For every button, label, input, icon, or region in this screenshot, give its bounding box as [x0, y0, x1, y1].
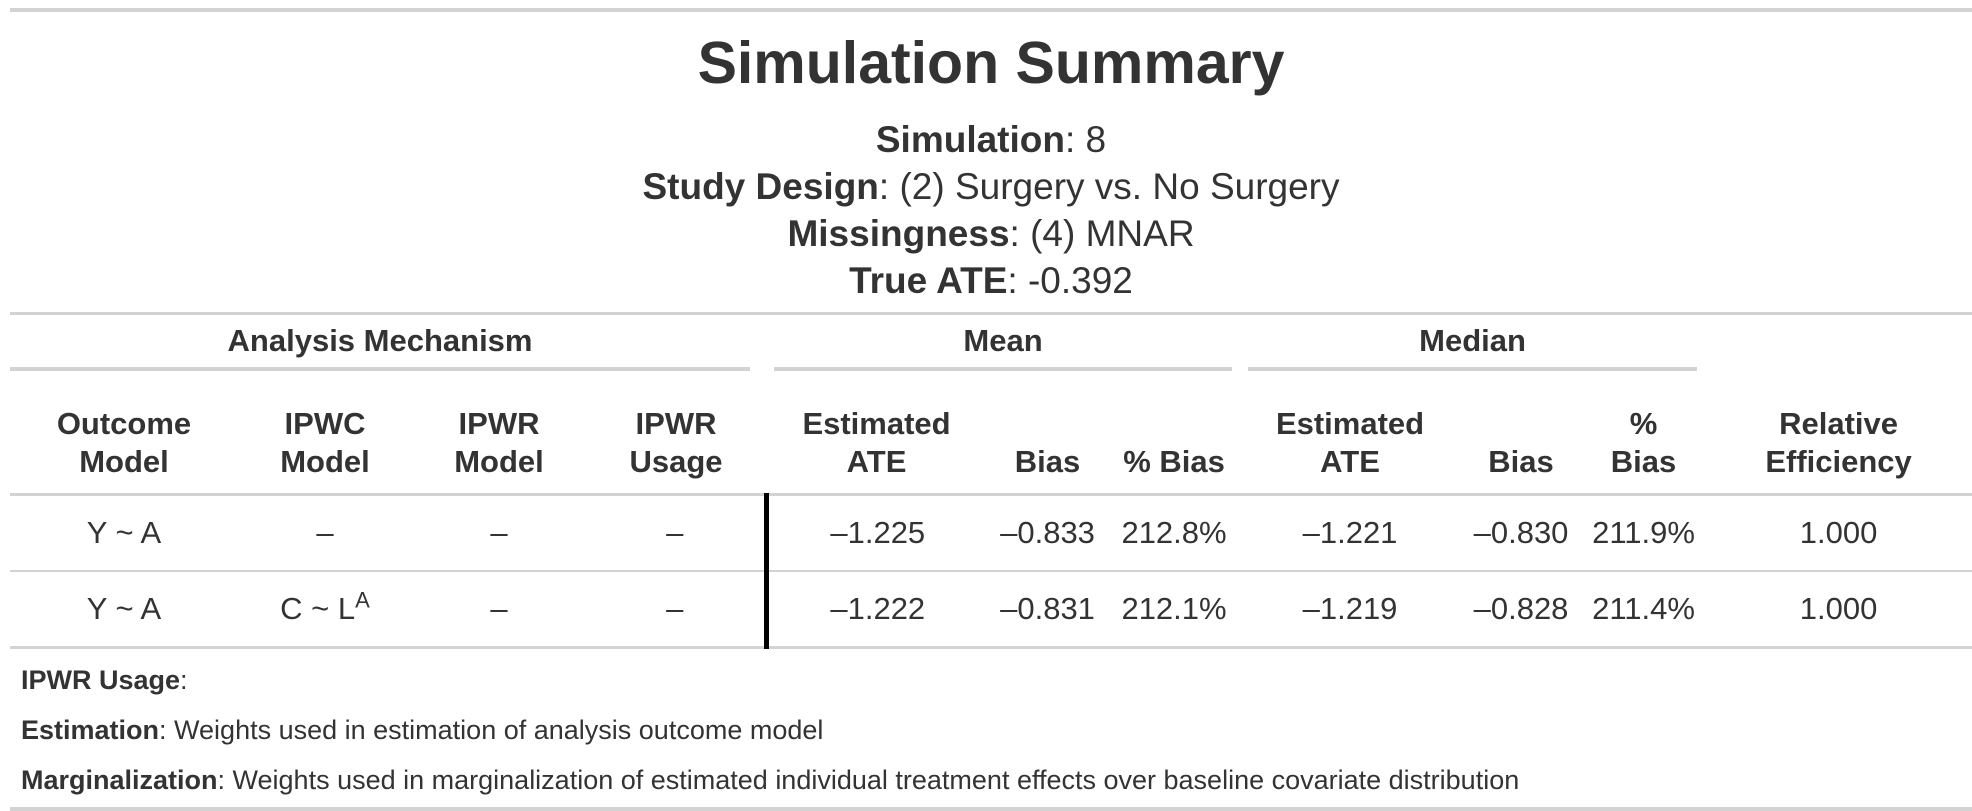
cell-ipwr-model: –	[412, 571, 586, 649]
cell-median-pct-bias: 211.9%	[1582, 494, 1706, 572]
cell-outcome-model: Y ~ A	[10, 494, 238, 572]
col-ipwr-model: IPWR Model	[412, 379, 586, 496]
col-ipwc-model: IPWC Model	[238, 379, 412, 496]
cell-mean-bias: –0.833	[987, 494, 1109, 572]
cell-mean-estimated-ate: –1.225	[763, 494, 988, 572]
col-median-estimated-ate: Estimated ATE	[1240, 379, 1461, 496]
superscript: A	[355, 587, 370, 613]
header-rule	[10, 312, 1972, 315]
cell-median-bias: –0.830	[1460, 494, 1583, 572]
top-rule	[10, 8, 1972, 12]
col-relative-efficiency: Relative Efficiency	[1705, 379, 1972, 496]
bottom-rule	[10, 807, 1972, 811]
spanner-mean: Mean	[774, 323, 1233, 371]
spanner-row: Analysis Mechanism Mean Median	[10, 315, 1972, 379]
footnote-marginalization: Marginalization: Weights used in margina…	[21, 765, 1520, 795]
footnote-heading: IPWR Usage:	[21, 665, 188, 695]
col-mean-pct-bias: % Bias	[1108, 379, 1241, 496]
col-outcome-model: Outcome Model	[10, 379, 238, 496]
cell-relative-efficiency: 1.000	[1705, 494, 1972, 572]
col-median-pct-bias: % Bias	[1582, 379, 1706, 496]
table-row: Y ~ A – – – –1.225 –0.833 212.8% –1.221 …	[10, 494, 1972, 572]
subtitle-study-design: Study Design: (2) Surgery vs. No Surgery	[642, 166, 1340, 207]
cell-ipwr-model: –	[412, 494, 586, 572]
cell-median-bias: –0.828	[1460, 571, 1583, 649]
cell-relative-efficiency: 1.000	[1705, 571, 1972, 649]
col-ipwr-usage: IPWR Usage	[586, 379, 767, 496]
spanner-median: Median	[1248, 323, 1698, 371]
subtitle-simulation: Simulation: 8	[875, 119, 1107, 160]
cell-mean-estimated-ate: –1.222	[763, 571, 988, 649]
cell-mean-pct-bias: 212.8%	[1108, 494, 1241, 572]
cell-ipwr-usage: –	[586, 494, 767, 572]
cell-ipwr-usage: –	[586, 571, 767, 649]
spanner-analysis-mechanism: Analysis Mechanism	[10, 323, 751, 371]
cell-ipwc-model: –	[238, 494, 412, 572]
cell-ipwc-model: C ~ LA	[238, 571, 412, 649]
subtitle-missingness: Missingness: (4) MNAR	[787, 213, 1195, 254]
results-table: Analysis Mechanism Mean Median Outcome Mo…	[10, 315, 1972, 649]
table-row: Y ~ A C ~ LA – – –1.222 –0.831 212.1% –1…	[10, 571, 1972, 649]
col-mean-estimated-ate: Estimated ATE	[766, 379, 988, 496]
footnote-estimation: Estimation: Weights used in estimation o…	[21, 715, 824, 745]
cell-mean-bias: –0.831	[987, 571, 1109, 649]
subtitle-true-ate: True ATE: -0.392	[849, 260, 1133, 301]
col-median-bias: Bias	[1460, 379, 1583, 496]
table-title: Simulation Summary	[697, 30, 1285, 96]
cell-median-pct-bias: 211.4%	[1582, 571, 1706, 649]
column-header-row: Outcome Model IPWC Model IPWR Model IPWR Usa…	[10, 379, 1972, 496]
summary-table-container: Simulation Summary Simulation: 8 Study D…	[10, 8, 1972, 811]
col-mean-bias: Bias	[987, 379, 1109, 496]
cell-mean-pct-bias: 212.1%	[1108, 571, 1241, 649]
cell-median-estimated-ate: –1.219	[1240, 571, 1461, 649]
cell-outcome-model: Y ~ A	[10, 571, 238, 649]
cell-median-estimated-ate: –1.221	[1240, 494, 1461, 572]
